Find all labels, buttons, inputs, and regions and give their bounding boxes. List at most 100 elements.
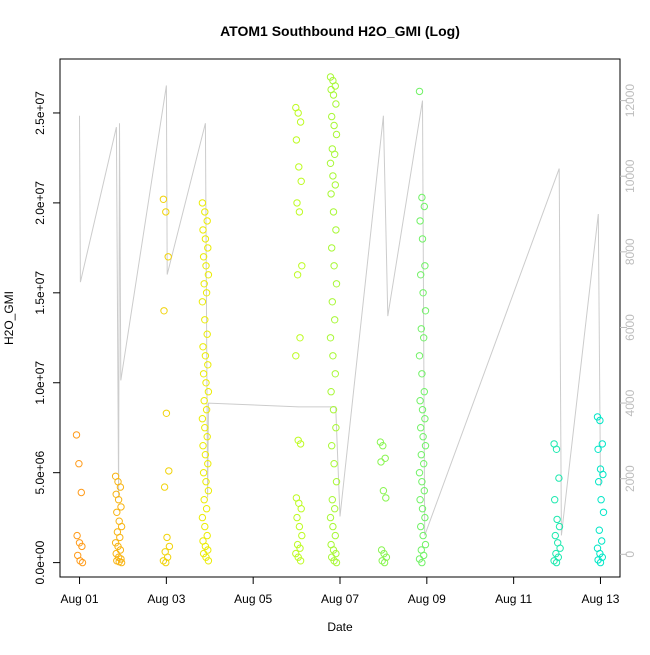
data-point bbox=[332, 478, 341, 486]
data-point bbox=[599, 508, 608, 516]
data-point bbox=[421, 442, 430, 450]
data-point bbox=[203, 330, 211, 338]
data-point bbox=[76, 557, 84, 565]
data-point bbox=[377, 458, 385, 466]
data-point bbox=[203, 217, 211, 225]
data-point bbox=[595, 526, 603, 534]
data-point bbox=[327, 190, 335, 198]
data-point bbox=[295, 208, 304, 216]
data-point bbox=[203, 531, 211, 540]
data-point bbox=[421, 262, 429, 270]
data-point bbox=[162, 558, 170, 567]
data-point bbox=[327, 388, 335, 396]
data-point bbox=[203, 433, 211, 441]
data-point bbox=[294, 109, 302, 117]
data-point bbox=[293, 271, 302, 279]
data-point bbox=[296, 334, 304, 342]
data-point bbox=[421, 307, 430, 315]
data-point bbox=[204, 271, 213, 279]
y-axis-label: H2O_GMI bbox=[2, 291, 16, 345]
data-point bbox=[204, 487, 213, 495]
data-point bbox=[198, 415, 207, 423]
data-point bbox=[329, 172, 337, 180]
data-point bbox=[418, 370, 426, 378]
data-point bbox=[331, 316, 339, 324]
data-point bbox=[297, 177, 305, 186]
data-point bbox=[202, 505, 211, 513]
y-tick-label: 2.5e+07 bbox=[33, 91, 47, 135]
data-point bbox=[113, 508, 121, 516]
data-point bbox=[199, 469, 208, 477]
data-point bbox=[160, 483, 169, 491]
data-point bbox=[418, 235, 427, 243]
data-point bbox=[553, 515, 561, 524]
y-tick-label: 2.0e+07 bbox=[33, 181, 47, 225]
data-point bbox=[159, 557, 168, 565]
data-point bbox=[332, 549, 340, 558]
y2-tick-label: 10000 bbox=[623, 159, 637, 193]
data-point bbox=[199, 253, 208, 261]
data-point bbox=[382, 494, 390, 502]
data-point bbox=[116, 483, 125, 491]
plot-box bbox=[59, 58, 621, 578]
data-point bbox=[597, 496, 605, 504]
data-point bbox=[420, 551, 428, 560]
data-point bbox=[326, 159, 335, 168]
data-point bbox=[204, 460, 212, 468]
data-point bbox=[296, 118, 305, 126]
data-point bbox=[421, 513, 429, 522]
data-point bbox=[298, 262, 306, 270]
data-point bbox=[201, 352, 210, 360]
data-point bbox=[293, 199, 301, 207]
x-axis-label: Date bbox=[327, 620, 353, 634]
y-tick-label: 0.0e+00 bbox=[33, 540, 47, 584]
data-point bbox=[332, 100, 340, 108]
data-point bbox=[77, 488, 86, 497]
x-tick-label: Aug 01 bbox=[61, 592, 99, 606]
data-point bbox=[328, 496, 336, 504]
data-point bbox=[417, 325, 425, 333]
x-tick-label: Aug 03 bbox=[147, 592, 185, 606]
data-point bbox=[416, 217, 424, 225]
altitude-layer bbox=[79, 85, 601, 536]
chart-title: ATOM1 Southbound H2O_GMI (Log) bbox=[220, 23, 460, 39]
data-point bbox=[382, 553, 391, 561]
data-markers bbox=[72, 73, 608, 567]
data-point bbox=[329, 522, 337, 531]
y2-tick-label: 2000 bbox=[623, 465, 637, 492]
data-point bbox=[162, 409, 171, 417]
data-point bbox=[198, 298, 207, 306]
data-point bbox=[419, 289, 427, 297]
data-point bbox=[330, 262, 338, 270]
data-point bbox=[329, 208, 338, 216]
data-point bbox=[329, 91, 338, 99]
data-point bbox=[198, 513, 207, 522]
data-point bbox=[555, 522, 564, 531]
data-point bbox=[296, 557, 305, 565]
data-point bbox=[114, 496, 123, 504]
data-point bbox=[595, 478, 603, 486]
data-point bbox=[420, 460, 428, 468]
data-point bbox=[202, 262, 210, 270]
data-point bbox=[417, 451, 425, 459]
data-point bbox=[332, 226, 340, 234]
data-point bbox=[204, 244, 212, 252]
data-point bbox=[163, 553, 172, 561]
data-point bbox=[416, 496, 424, 504]
data-point bbox=[202, 379, 210, 387]
x-tick-label: Aug 13 bbox=[581, 592, 619, 606]
data-point bbox=[292, 136, 301, 144]
y-tick-label: 1.0e+07 bbox=[33, 361, 47, 405]
data-point bbox=[419, 531, 427, 540]
data-point bbox=[550, 557, 558, 565]
data-point bbox=[326, 334, 335, 342]
data-point bbox=[297, 505, 305, 513]
data-point bbox=[417, 522, 425, 531]
x-tick-label: Aug 07 bbox=[321, 592, 359, 606]
data-point bbox=[378, 557, 386, 565]
data-point bbox=[199, 370, 208, 378]
y2-tick-label: 6000 bbox=[623, 314, 637, 341]
y2-tick-label: 12000 bbox=[623, 84, 637, 118]
data-point bbox=[418, 193, 426, 202]
